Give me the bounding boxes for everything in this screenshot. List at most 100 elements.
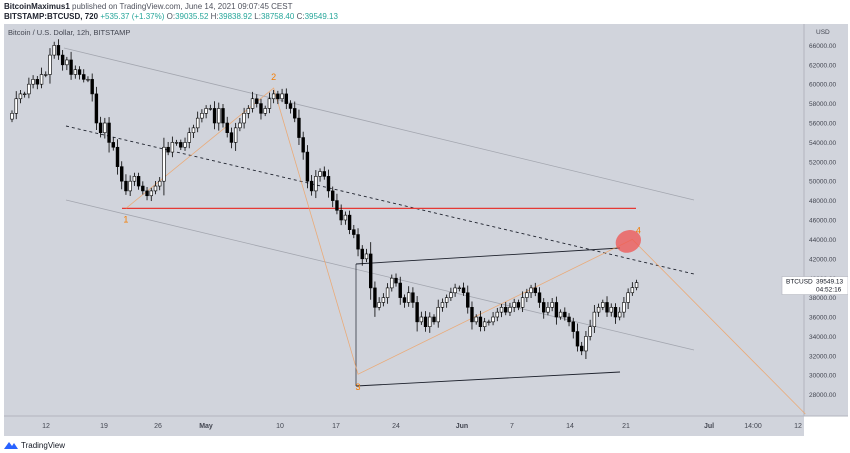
publish-info: BitcoinMaximus1 published on TradingView…	[4, 2, 292, 11]
candle-body	[166, 146, 170, 153]
price-tick-label: 34000.00	[809, 334, 836, 341]
candle-body	[14, 98, 18, 114]
candle-body	[191, 127, 196, 133]
time-tick-label: 21	[622, 423, 630, 430]
candle-body	[187, 132, 191, 143]
candle-body	[617, 311, 622, 318]
candle-body	[326, 176, 331, 192]
candle-body	[255, 98, 259, 104]
candle-body	[111, 142, 115, 148]
candle-body	[128, 180, 132, 192]
candle-body	[554, 302, 559, 318]
candle-body	[520, 297, 525, 308]
candle-body	[162, 146, 166, 182]
time-tick-label: Jun	[456, 423, 468, 430]
candle-body	[132, 176, 137, 182]
price-tick-label: 44000.00	[809, 237, 836, 244]
candle-body	[229, 132, 234, 143]
candle-body	[297, 117, 301, 138]
candle-body	[415, 302, 419, 323]
time-axis[interactable]	[4, 416, 804, 436]
publish-text: published on TradingView.com, June 14, 2…	[72, 2, 293, 11]
candle-body	[225, 122, 229, 133]
highlight-ellipse	[615, 230, 642, 253]
close-value: 39549.13	[304, 12, 338, 21]
candle-body	[22, 93, 27, 96]
candle-body	[242, 113, 246, 124]
candle-body	[588, 326, 592, 337]
candle-body	[377, 302, 381, 308]
time-tick-label: 26	[154, 423, 162, 430]
candle-body	[499, 306, 504, 313]
candle-body	[212, 108, 217, 124]
time-tick-label: May	[199, 423, 213, 430]
time-tick-label: 24	[392, 423, 400, 430]
time-tick-label: 7	[510, 423, 514, 430]
price-tick-label: 50000.00	[809, 179, 836, 186]
time-tick-labels: 12 19 26 May 10 17 24 Jun 7 14 21 Jul 14:00 12	[42, 423, 802, 430]
channel-upper-line	[63, 47, 695, 201]
candle-body	[170, 142, 175, 153]
candle-body	[546, 306, 550, 313]
candle-body	[246, 108, 251, 114]
candle-body	[491, 316, 495, 323]
price-tick-label: 60000.00	[809, 82, 836, 89]
footer-brand[interactable]: TradingView	[4, 438, 65, 452]
chart-area[interactable]: Bitcoin / U.S. Dollar, 12h, BITSTAMP USD…	[4, 24, 848, 436]
price-axis[interactable]	[804, 24, 848, 416]
candle-body	[263, 108, 267, 114]
candle-body	[352, 229, 356, 235]
candle-body	[343, 214, 348, 221]
candle-body	[626, 292, 630, 303]
candle-body	[200, 113, 204, 119]
candle-body	[436, 306, 440, 323]
candle-body	[634, 282, 639, 288]
candle-body	[82, 74, 86, 80]
candle-body	[605, 302, 609, 313]
candle-body	[217, 108, 221, 124]
price-axis-unit: USD	[816, 29, 830, 36]
price-chart[interactable]: Bitcoin / U.S. Dollar, 12h, BITSTAMP USD…	[4, 24, 848, 436]
price-tick-label: 48000.00	[809, 198, 836, 205]
candle-body	[77, 69, 82, 75]
time-tick-label: 19	[100, 423, 108, 430]
price-tag-countdown: 04:52:16	[816, 287, 842, 294]
candle-body	[284, 93, 288, 104]
candle-body	[86, 79, 90, 81]
candle-body	[48, 54, 52, 75]
candle-body	[592, 311, 597, 327]
candle-body	[478, 316, 483, 327]
open-value: 39035.52	[175, 12, 209, 21]
candle-body	[149, 190, 153, 197]
author-name[interactable]: BitcoinMaximus1	[4, 2, 70, 11]
plot-background	[4, 24, 804, 416]
candle-body	[195, 117, 200, 129]
wave-label: 4	[636, 225, 641, 235]
candle-body	[419, 316, 424, 323]
candle-body	[314, 176, 318, 192]
candle-body	[339, 210, 343, 221]
candle-body	[60, 54, 65, 66]
close-label: C:	[296, 12, 305, 21]
candle-body	[145, 190, 149, 197]
candle-body	[271, 93, 276, 100]
candle-body	[368, 253, 373, 289]
price-tick-label: 54000.00	[809, 140, 836, 147]
candle-body	[406, 292, 411, 303]
tradingview-logo-icon	[4, 441, 18, 449]
candle-body	[474, 316, 478, 323]
price-tick-label: 28000.00	[809, 392, 836, 399]
wave-label: 2	[271, 72, 276, 82]
candle-body	[613, 306, 618, 318]
candle-body	[516, 302, 521, 308]
open-label: O:	[166, 12, 176, 21]
candle-body	[179, 142, 183, 148]
candle-body	[221, 108, 225, 124]
candle-body	[259, 103, 263, 114]
candle-body	[504, 306, 508, 313]
price-tick-label: 66000.00	[809, 43, 836, 50]
candle-body	[280, 93, 284, 100]
price-tick-label: 42000.00	[809, 256, 836, 263]
candle-body	[27, 83, 31, 95]
wave-labels: 1 2 3 4	[123, 72, 640, 392]
